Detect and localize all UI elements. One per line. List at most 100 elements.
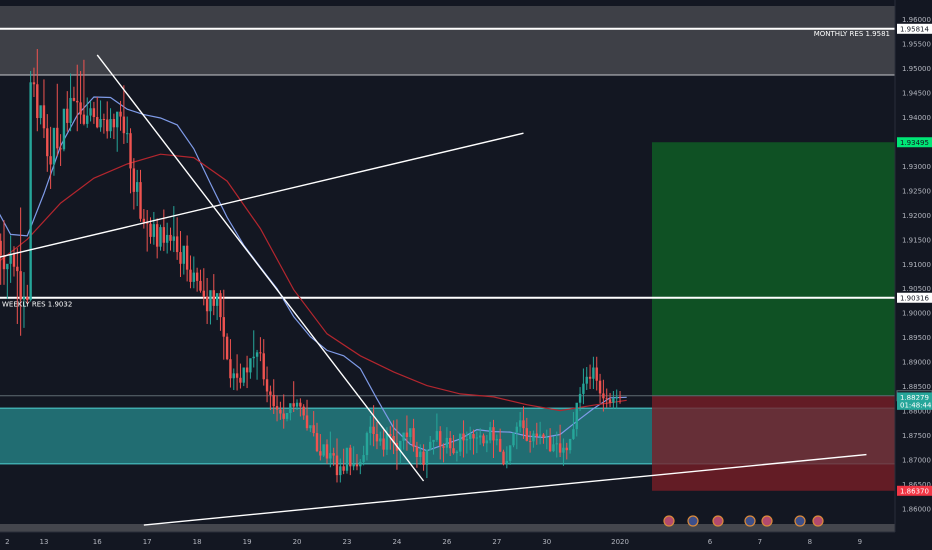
candle-body — [16, 266, 19, 272]
price-tag: 1.95814 — [897, 23, 932, 34]
candle-body — [532, 433, 535, 442]
candle-body — [442, 446, 445, 448]
candle-body — [26, 297, 29, 300]
y-tick-label: 1.88000 — [902, 408, 931, 416]
candle-body — [49, 156, 52, 165]
candle-body — [488, 427, 492, 441]
candle-body — [289, 403, 292, 413]
candle-body — [352, 464, 355, 467]
candle-body — [528, 440, 532, 442]
candle-body — [482, 435, 485, 444]
candle-body — [96, 117, 99, 128]
candle-body — [515, 426, 519, 433]
x-tick-label: 8 — [808, 538, 812, 546]
candle-body — [255, 352, 259, 357]
candle-body — [272, 394, 275, 407]
candle-body — [29, 82, 32, 300]
y-tick-label: 1.90000 — [902, 310, 931, 318]
price-tag: 1.90316 — [897, 292, 932, 303]
candle-body — [312, 425, 315, 434]
candle-body — [222, 317, 225, 337]
candle-body — [0, 240, 2, 256]
event-marker-icon — [812, 515, 824, 527]
candle-body — [32, 82, 36, 85]
candle-body — [335, 455, 339, 476]
candle-body — [39, 105, 42, 119]
candle-body — [112, 119, 116, 128]
candle-body — [299, 402, 302, 407]
price-tag-box — [897, 137, 932, 148]
candle-body — [82, 114, 86, 124]
candle-body — [342, 466, 345, 471]
candle-body — [79, 102, 82, 115]
price-tag-box — [897, 485, 932, 496]
price-tag-box — [897, 392, 932, 403]
candle-body — [375, 434, 379, 442]
candle-body — [322, 444, 325, 456]
candle-body — [182, 245, 186, 264]
candle-body — [6, 263, 9, 270]
x-tick-label: 19 — [243, 538, 252, 546]
candle-body — [555, 443, 558, 445]
candle-body — [392, 435, 395, 443]
candle-body — [412, 428, 415, 447]
candle-body — [449, 437, 452, 449]
y-tick-label: 1.87500 — [902, 432, 931, 440]
candle-body — [409, 428, 412, 437]
candle-body — [162, 227, 166, 243]
y-tick-label: 1.86500 — [902, 481, 931, 489]
candle-body — [345, 447, 349, 471]
candle-body — [199, 280, 202, 291]
candle-body — [109, 119, 112, 132]
y-tick-label: 1.86000 — [902, 505, 931, 513]
moving-average-line — [0, 153, 627, 412]
event-marker-icon — [712, 515, 724, 527]
candle-body — [359, 461, 362, 467]
candle-body — [562, 447, 565, 453]
candle-body — [618, 396, 622, 398]
candle-body — [155, 224, 159, 247]
candle-body — [285, 412, 289, 419]
candle-body — [239, 377, 242, 383]
candle-body — [292, 403, 295, 407]
candle-body — [229, 359, 232, 379]
candle-body — [542, 434, 545, 438]
candle-body — [455, 451, 459, 454]
price-tag-label: 1.93495 — [900, 139, 929, 147]
trendline — [143, 453, 867, 526]
x-tick-label: 16 — [93, 538, 102, 546]
candle-body — [275, 406, 279, 410]
candle-body — [122, 116, 126, 134]
candle-body — [382, 438, 385, 450]
price-tag-label: 1.95814 — [900, 25, 929, 33]
candle-body — [595, 367, 598, 381]
candle-body — [126, 133, 129, 135]
y-tick-label: 1.91000 — [902, 261, 931, 269]
candle-body — [232, 373, 235, 379]
weekly-res-label: WEEKLY RES 1.9032 — [2, 301, 72, 309]
event-marker-icon — [761, 515, 773, 527]
x-tick-label: 7 — [758, 538, 762, 546]
candle-body — [545, 436, 548, 438]
candle-body — [369, 426, 372, 434]
x-tick-label: 23 — [343, 538, 352, 546]
x-tick-label: 18 — [193, 538, 202, 546]
candle-body — [135, 182, 139, 192]
candle-body — [612, 398, 615, 403]
y-tick-label: 1.89500 — [902, 334, 931, 342]
candle-body — [192, 272, 195, 282]
candle-body — [502, 451, 505, 465]
candle-body — [212, 290, 215, 306]
y-tick-label: 1.95500 — [902, 41, 931, 49]
candle-body — [9, 254, 12, 264]
candle-body — [565, 447, 568, 451]
candle-body — [365, 433, 369, 456]
candle-body — [468, 434, 472, 439]
price-tag-box — [897, 23, 932, 34]
candle-body — [305, 415, 309, 429]
candle-body — [142, 218, 146, 223]
candle-body — [452, 448, 455, 454]
event-marker-icon — [744, 515, 756, 527]
y-tick-label: 1.88500 — [902, 383, 931, 391]
